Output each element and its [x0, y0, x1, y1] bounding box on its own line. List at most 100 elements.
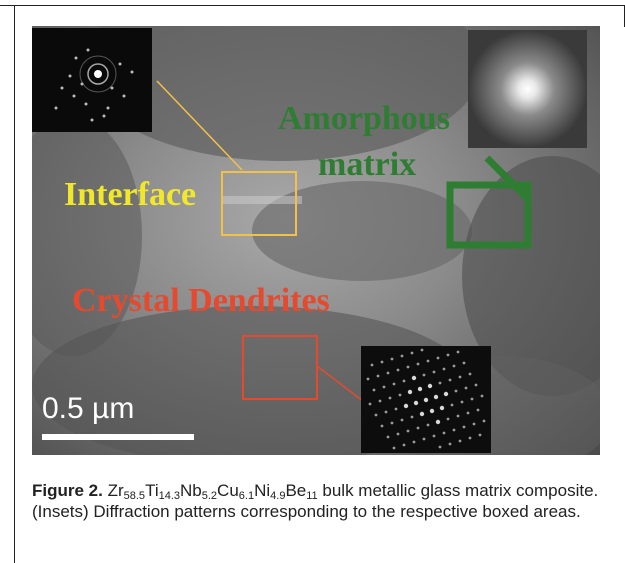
diffraction-spot [427, 383, 433, 389]
label-interface: Interface [64, 176, 197, 213]
formula-element: Nb [180, 481, 202, 500]
diffraction-spot [384, 410, 388, 414]
diffraction-spot [446, 353, 450, 357]
diffraction-spot [416, 362, 420, 366]
caption-formula: Zr58.5Ti14.3Nb5.2Cu6.1Ni4.9Be11 [108, 481, 318, 502]
diffraction-spot [456, 350, 460, 354]
diffraction-spot [422, 373, 426, 377]
diffraction-spot [412, 440, 416, 444]
formula-subscript: 5.2 [201, 490, 218, 502]
diffraction-spot [400, 354, 404, 358]
diffraction-spot [462, 361, 466, 365]
diffraction-spot [411, 375, 417, 381]
diffraction-spot [386, 435, 390, 439]
diffraction-spot [406, 429, 410, 433]
diffraction-spot [374, 413, 378, 417]
diffraction-spot [410, 351, 414, 355]
diffraction-spot [435, 419, 441, 425]
formula-element: Ni [254, 481, 271, 500]
diffraction-spot [420, 348, 424, 352]
diffraction-spot [396, 368, 400, 372]
diffraction-spot [448, 442, 452, 446]
diffraction-spot [468, 372, 472, 376]
diffraction-spot [372, 388, 376, 392]
caption-figure-label: Figure 2. [32, 481, 103, 500]
diffraction-spot [448, 378, 452, 382]
diffraction-spot [443, 391, 449, 397]
diffraction-spot [417, 386, 423, 392]
formula-element: Ti [145, 481, 159, 500]
diffraction-spot [458, 375, 462, 379]
diffraction-spot [452, 364, 456, 368]
diffraction-spot [419, 411, 425, 417]
formula-subscript: 58.5 [123, 490, 146, 502]
diffraction-spot [394, 407, 398, 411]
diffraction-spot [410, 415, 414, 419]
diffraction-spot [388, 396, 392, 400]
diffraction-spot [390, 421, 394, 425]
scale-bar [42, 434, 194, 440]
figure-caption: Figure 2. Zr58.5Ti14.3Nb5.2Cu6.1Ni4.9Be1… [32, 480, 607, 522]
diffraction-spot [398, 393, 402, 397]
diffraction-spot [466, 411, 470, 415]
diffraction-spot [442, 367, 446, 371]
interface-box [221, 171, 297, 236]
dendrite-blob-mid [252, 181, 472, 281]
diffraction-spot [432, 434, 436, 438]
diffraction-spot [423, 397, 429, 403]
diffraction-spot [462, 425, 466, 429]
diffraction-spot [422, 437, 426, 441]
diffraction-spot [429, 408, 435, 414]
diffraction-spot [450, 403, 454, 407]
formula-subscript: 11 [306, 490, 318, 502]
diffraction-spot [456, 414, 460, 418]
diffraction-spot [407, 389, 413, 395]
diffraction-spot [366, 377, 370, 381]
formula-element: Be [285, 481, 307, 500]
diffraction-spot [460, 400, 464, 404]
diffraction-spot [392, 382, 396, 386]
label-amorphous: Amorphous [278, 100, 450, 137]
diffraction-spot [468, 436, 472, 440]
diffraction-spot [454, 389, 458, 393]
diffraction-spot [368, 402, 372, 406]
diffraction-spot [474, 383, 478, 387]
diffraction-spot [472, 422, 476, 426]
diffraction-spot [426, 423, 430, 427]
diffraction-spot [478, 433, 482, 437]
label-matrix: matrix [318, 146, 417, 183]
diffraction-spot [380, 424, 384, 428]
diffraction-spot [446, 417, 450, 421]
scale-bar-label: 0.5 µm [42, 392, 135, 425]
diffraction-spot [416, 426, 420, 430]
dendrite-blob-top [82, 26, 482, 161]
figure-frame-left [14, 5, 15, 563]
diffraction-spot [402, 443, 406, 447]
diffraction-spot [439, 405, 445, 411]
figure-frame-top [0, 5, 625, 6]
diffraction-spot [426, 359, 430, 363]
diffraction-spot [464, 386, 468, 390]
diffraction-spot [432, 370, 436, 374]
diffraction-spot [438, 445, 442, 449]
diffraction-spot [403, 403, 409, 409]
formula-subscript: 14.3 [158, 490, 181, 502]
diffraction-spot [476, 408, 480, 412]
diffraction-spot [438, 381, 442, 385]
dendrite-blob-left [32, 116, 142, 356]
diffraction-spot [380, 360, 384, 364]
interface-band [222, 196, 302, 204]
diffraction-spot [370, 363, 374, 367]
formula-subscript: 6.1 [238, 490, 255, 502]
dendrite-box [242, 335, 318, 400]
interface-leader-line [156, 80, 243, 171]
diffraction-spot [413, 400, 419, 406]
amorphous-diffraction-inset [468, 30, 587, 148]
diffraction-spot [386, 371, 390, 375]
label-crystal-dendrites: Crystal Dendrites [72, 282, 330, 319]
formula-element: Cu [217, 481, 239, 500]
diffraction-spot [436, 356, 440, 360]
diffraction-spot [402, 379, 406, 383]
dendrite-diffraction-inset [361, 346, 491, 453]
diffraction-spot [390, 357, 394, 361]
